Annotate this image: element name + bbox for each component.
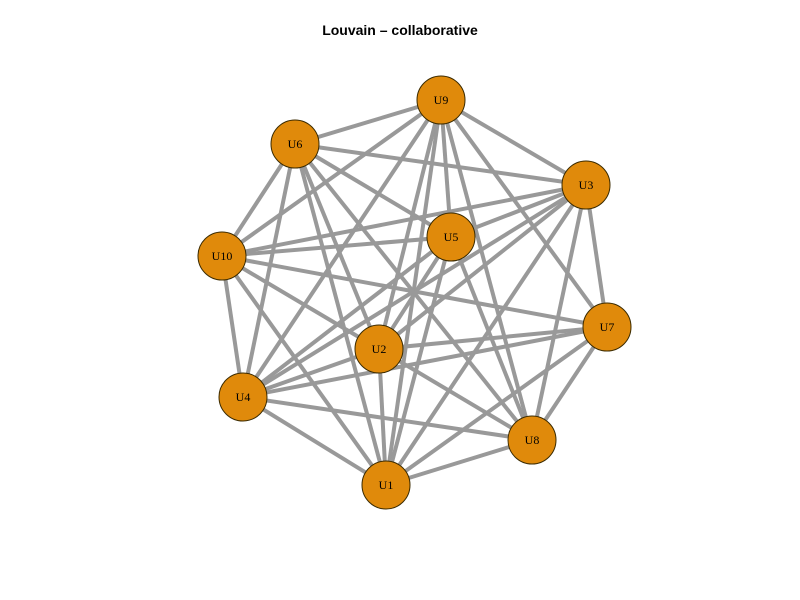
node-label: U4 xyxy=(236,390,251,404)
node-u10: U10 xyxy=(197,231,247,281)
edge-u6-u5 xyxy=(293,142,453,239)
edge-u5-u4 xyxy=(241,235,453,399)
edge-u7-u1 xyxy=(384,325,609,487)
node-circle xyxy=(416,75,466,125)
node-circle xyxy=(582,302,632,352)
edge-u9-u7 xyxy=(439,98,609,329)
edge-u2-u8 xyxy=(377,347,534,442)
edge-u5-u1 xyxy=(384,236,453,486)
node-label: U9 xyxy=(434,93,449,107)
edge-u4-u1 xyxy=(241,395,388,487)
node-circle xyxy=(354,324,404,374)
edge-u9-u10 xyxy=(220,98,443,258)
node-u8: U8 xyxy=(507,415,557,465)
node-circle xyxy=(218,372,268,422)
edge-u6-u1 xyxy=(293,143,388,486)
node-label: U6 xyxy=(288,137,303,151)
edge-u3-u10 xyxy=(221,183,587,258)
edge-u9-u4 xyxy=(241,98,443,399)
edge-u7-u4 xyxy=(242,325,608,399)
node-u9: U9 xyxy=(416,75,466,125)
edge-u9-u3 xyxy=(439,98,588,187)
node-u3: U3 xyxy=(561,160,611,210)
node-layer: U1 U2 U3 U4 U5 U6 U7 U8 U9 U10 xyxy=(197,75,632,510)
node-label: U3 xyxy=(579,178,594,192)
edge-u3-u1 xyxy=(384,183,588,487)
edge-u9-u8 xyxy=(439,99,534,441)
edge-u6-u3 xyxy=(294,142,587,187)
node-u1: U1 xyxy=(361,460,411,510)
node-u7: U7 xyxy=(582,302,632,352)
node-label: U7 xyxy=(600,320,615,334)
node-circle xyxy=(426,212,476,262)
edge-u8-u1 xyxy=(385,438,533,487)
node-label: U1 xyxy=(379,478,394,492)
node-u6: U6 xyxy=(270,119,320,169)
edge-u10-u1 xyxy=(220,254,388,487)
node-u5: U5 xyxy=(426,212,476,262)
node-u2: U2 xyxy=(354,324,404,374)
edge-u7-u2 xyxy=(378,325,608,351)
edge-u3-u2 xyxy=(377,183,588,351)
edge-u6-u4 xyxy=(241,143,297,398)
node-circle xyxy=(507,415,557,465)
edge-u10-u5 xyxy=(221,235,452,258)
node-circle xyxy=(561,160,611,210)
node-circle xyxy=(270,119,320,169)
edge-u9-u6 xyxy=(294,98,442,146)
node-label: U10 xyxy=(212,249,233,263)
edge-u3-u8 xyxy=(530,184,588,441)
edge-u4-u8 xyxy=(242,395,533,442)
plot-title: Louvain – collaborative xyxy=(322,22,478,38)
node-label: U2 xyxy=(372,342,387,356)
node-label: U8 xyxy=(525,433,540,447)
edge-u10-u2 xyxy=(220,254,381,351)
node-label: U5 xyxy=(444,230,459,244)
node-circle xyxy=(197,231,247,281)
node-u4: U4 xyxy=(218,372,268,422)
node-circle xyxy=(361,460,411,510)
